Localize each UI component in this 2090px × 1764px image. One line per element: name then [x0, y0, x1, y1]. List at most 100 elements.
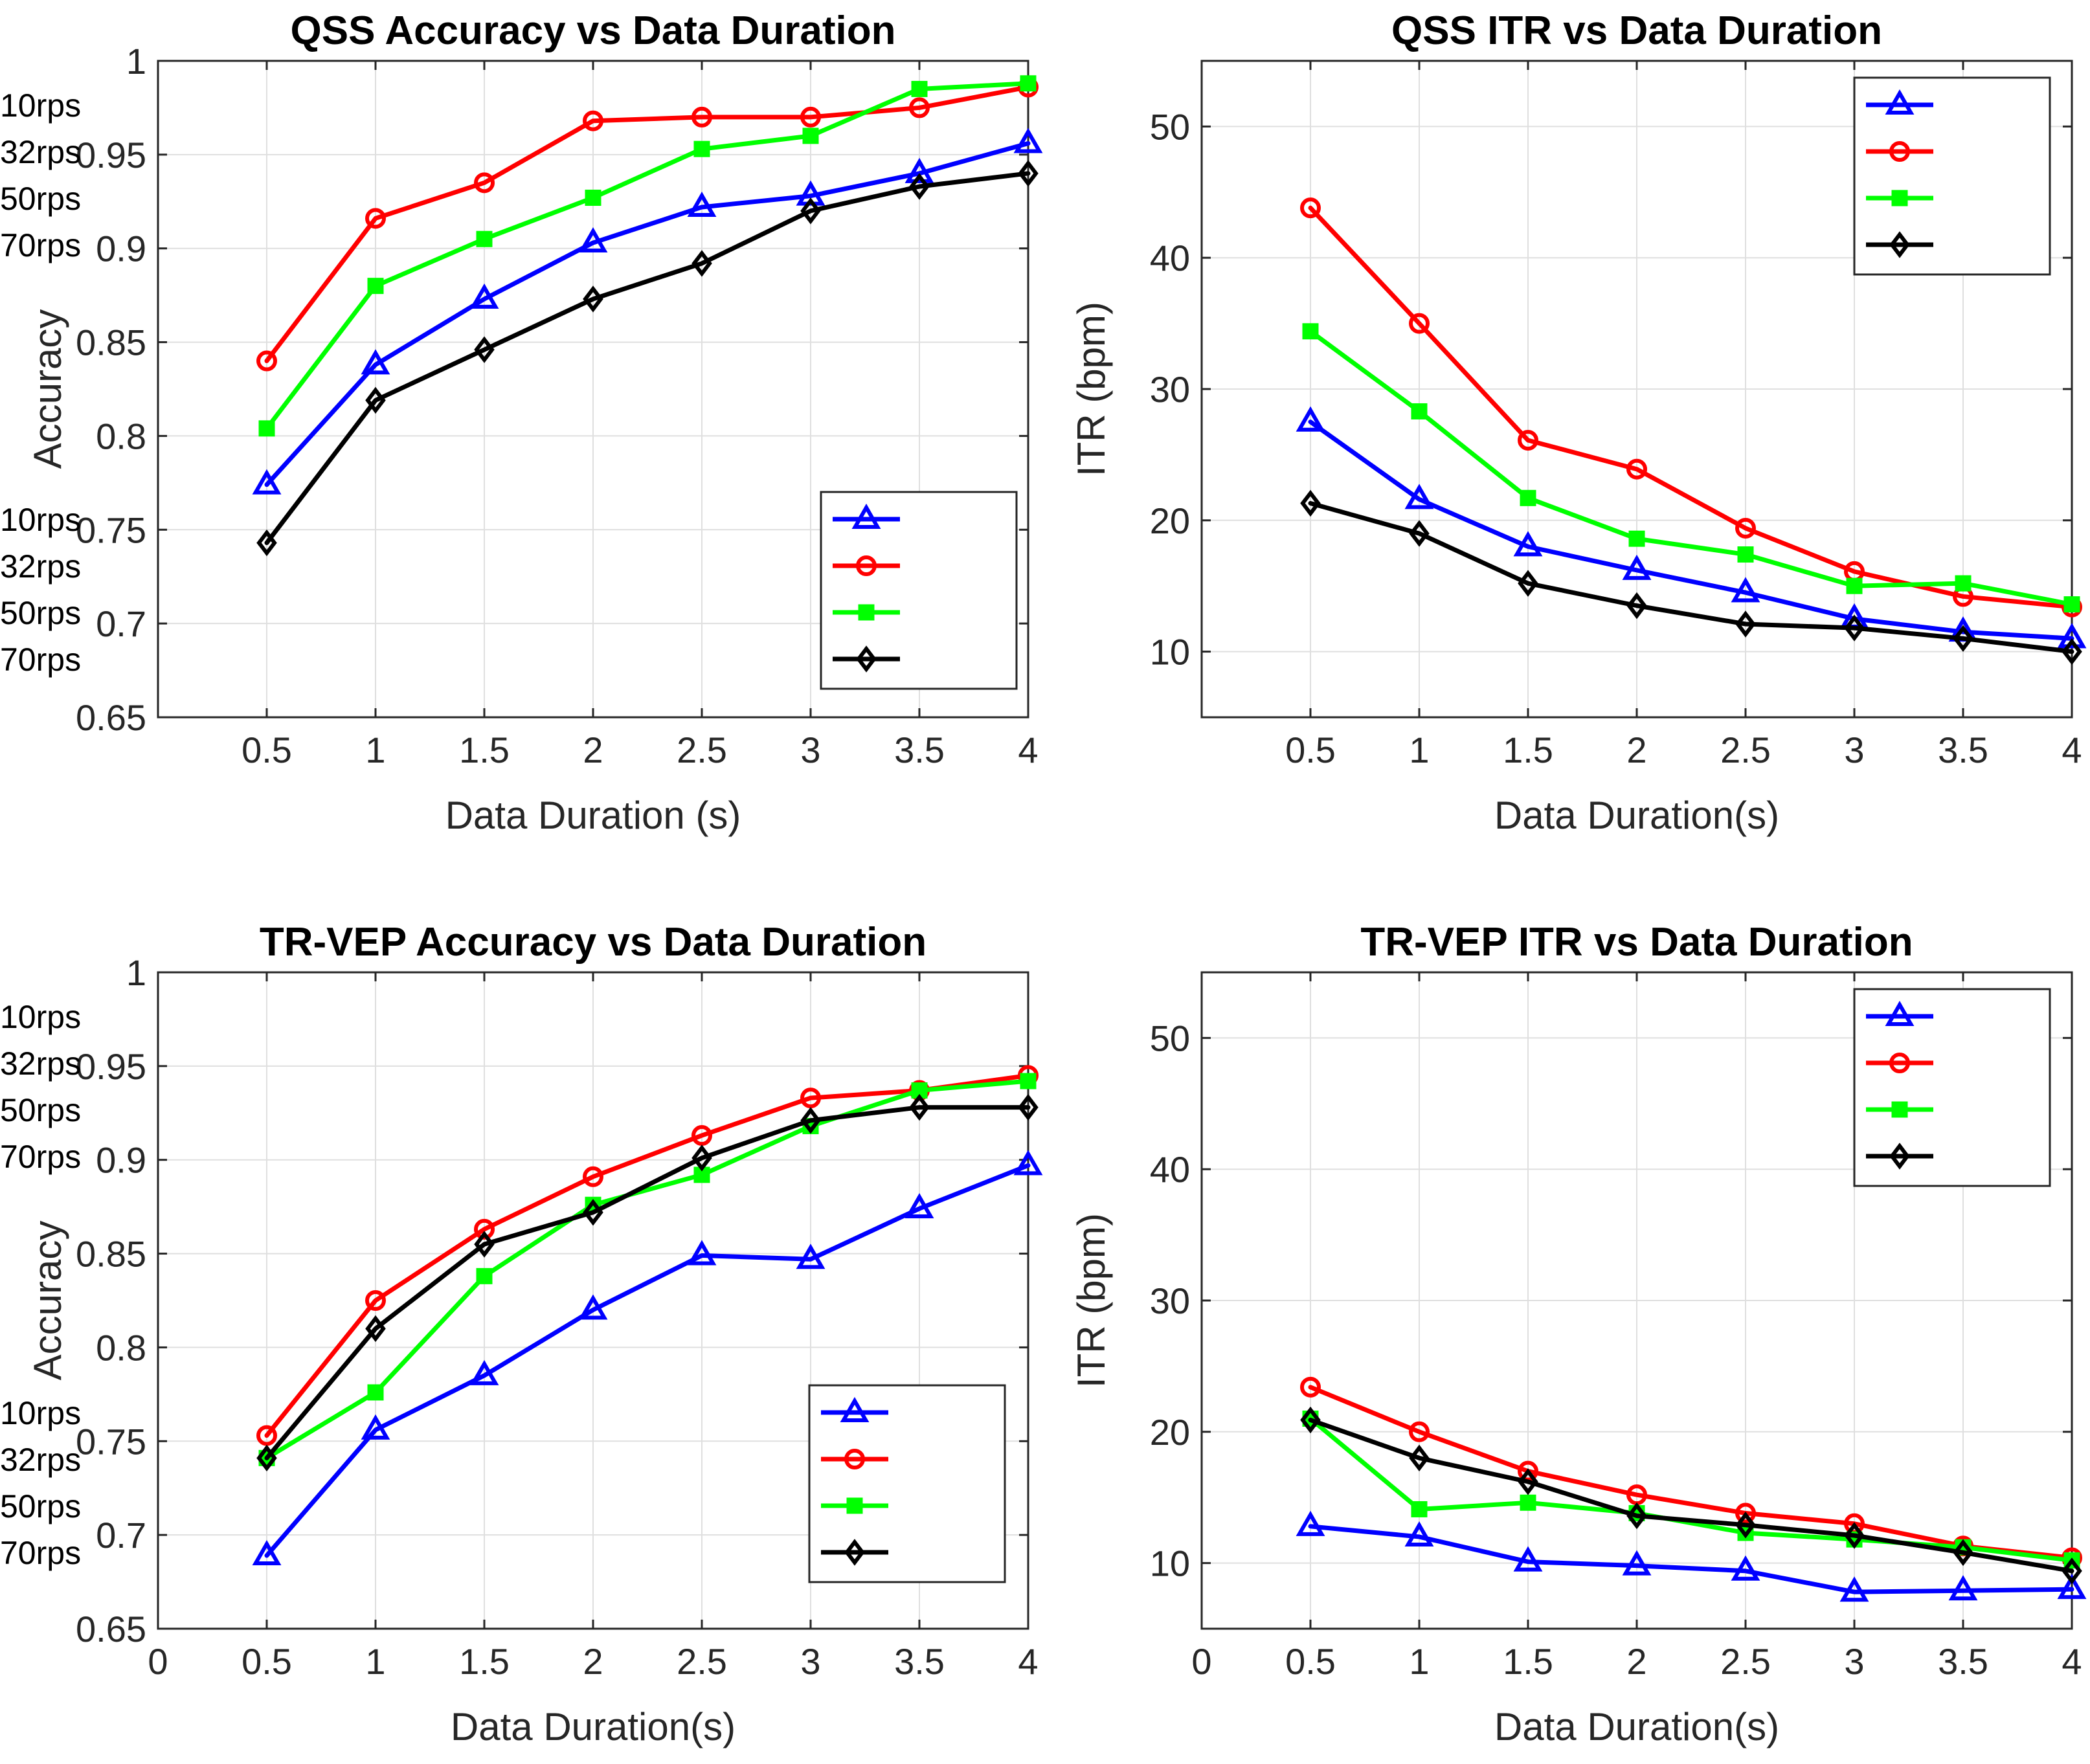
x-tick-label: 2.5 [677, 730, 727, 770]
data-point-50rps [1520, 1494, 1536, 1511]
data-point-32rps [256, 350, 277, 372]
legend-marker-32rps [1889, 1053, 1910, 1073]
data-point-50rps [476, 1267, 493, 1284]
legend-box [1853, 988, 2051, 1187]
data-point-70rps [691, 1144, 712, 1172]
data-point-32rps [909, 97, 930, 118]
y-tick-label: 30 [1150, 369, 1190, 410]
data-point-70rps [2062, 1557, 2082, 1585]
data-point-70rps [1735, 1512, 1756, 1539]
data-point-70rps [474, 336, 495, 363]
legend-marker-10rps [1885, 89, 1915, 115]
series-line-70rps [1308, 1418, 2074, 1574]
data-point-70rps [1300, 1406, 1321, 1434]
data-point-10rps [1513, 1546, 1543, 1572]
chart-title: QSS Accuracy vs Data Duration [291, 8, 896, 53]
data-point-32rps [365, 208, 386, 229]
data-point-70rps [474, 1231, 495, 1258]
legend-marker-32rps [844, 1449, 865, 1469]
series-line-50rps [1308, 329, 2074, 607]
series-line-32rps [264, 1073, 1031, 1438]
data-point-50rps [1737, 546, 1754, 563]
y-tick-label: 0.9 [96, 229, 146, 269]
y-tick-label: 0.9 [96, 1140, 146, 1181]
x-tick-label: 0.5 [1285, 730, 1336, 770]
data-point-10rps [1404, 1521, 1434, 1547]
data-point-10rps [1731, 577, 1760, 603]
data-point-10rps [1948, 1575, 1978, 1601]
data-point-32rps [1300, 197, 1321, 219]
data-point-32rps [583, 1166, 603, 1187]
x-tick-label: 2.5 [677, 1641, 727, 1682]
data-point-32rps [1735, 517, 1756, 539]
data-point-10rps [1296, 406, 1325, 432]
x-tick-label: 1 [365, 1641, 385, 1682]
data-point-10rps [796, 1244, 826, 1269]
legend-box [808, 1384, 1006, 1583]
y-tick-label: 0.65 [76, 1609, 146, 1649]
data-point-70rps [1735, 610, 1756, 638]
x-tick-label: 0.5 [242, 730, 292, 770]
data-point-70rps [1844, 1522, 1865, 1549]
data-point-10rps [252, 469, 282, 495]
data-point-10rps [1622, 1550, 1652, 1576]
data-point-10rps [1013, 1150, 1043, 1176]
data-point-32rps [691, 1125, 712, 1146]
y-axis-label: ITR (bpm) [1070, 1213, 1113, 1388]
data-point-50rps [1628, 530, 1645, 547]
legend-marker-50rps [846, 1497, 863, 1514]
data-point-50rps [802, 128, 819, 144]
chart-title: TR-VEP ITR vs Data Duration [1360, 920, 1913, 965]
data-point-70rps [1018, 160, 1039, 187]
data-point-50rps [1020, 1073, 1037, 1089]
legend-label: 70rps [0, 1535, 81, 1571]
x-tick-label: 0.5 [1285, 1641, 1336, 1682]
x-tick-label: 3.5 [1938, 730, 1988, 770]
data-point-32rps [1409, 313, 1430, 334]
data-point-10rps [361, 349, 390, 375]
x-axis-label: Data Duration(s) [1494, 794, 1779, 837]
legend-box [820, 491, 1018, 690]
series-line-32rps [264, 85, 1031, 364]
x-axis-label: Data Duration(s) [1494, 1705, 1779, 1748]
data-point-32rps [474, 1218, 495, 1240]
data-point-10rps [1513, 531, 1543, 557]
y-tick-label: 20 [1150, 500, 1190, 541]
data-point-70rps [365, 386, 386, 414]
legend-marker-50rps [858, 604, 875, 621]
legend-marker-70rps [1889, 1143, 1910, 1170]
x-tick-label: 1.5 [1503, 1641, 1553, 1682]
x-tick-label: 2 [1626, 1641, 1646, 1682]
data-point-70rps [1018, 1093, 1039, 1121]
data-point-10rps [905, 157, 934, 183]
data-point-32rps [800, 106, 821, 128]
legend-label: 70rps [0, 642, 81, 678]
x-axis-label: Data Duration(s) [451, 1705, 736, 1748]
data-point-70rps [256, 529, 277, 557]
x-tick-label: 1 [365, 730, 385, 770]
y-tick-label: 0.75 [76, 1421, 146, 1462]
y-tick-label: 0.95 [76, 1046, 146, 1087]
data-point-10rps [361, 1414, 390, 1440]
legend-marker-50rps [1891, 1101, 1908, 1118]
data-point-70rps [1409, 1444, 1430, 1472]
trvep-accuracy-panel: 0 0.5 1 1.5 2 2.5 3 3.5 4 0.65 0.7 0.75 0.8 0.85 0.9 0.… [0, 920, 1043, 1748]
y-tick-label: 30 [1150, 1280, 1190, 1321]
y-tick-label: 40 [1150, 238, 1190, 278]
data-point-50rps [911, 80, 928, 97]
y-axis-label: ITR (bpm) [1070, 302, 1113, 476]
y-tick-label: 1 [126, 41, 146, 82]
series-line-32rps [1308, 1385, 2074, 1560]
series-line-70rps [264, 1105, 1031, 1460]
data-point-70rps [800, 1107, 821, 1134]
data-point-50rps [367, 278, 384, 295]
legend-label: 32rps [0, 1045, 81, 1082]
data-point-50rps [258, 420, 275, 437]
x-tick-label: 4 [1018, 730, 1038, 770]
data-point-70rps [909, 1093, 930, 1121]
x-tick-label: 3 [1844, 730, 1864, 770]
series-line-10rps [264, 140, 1031, 487]
series-line-10rps [1308, 1524, 2074, 1594]
data-point-50rps [1411, 403, 1428, 419]
legend-label: 10rps [0, 999, 81, 1035]
